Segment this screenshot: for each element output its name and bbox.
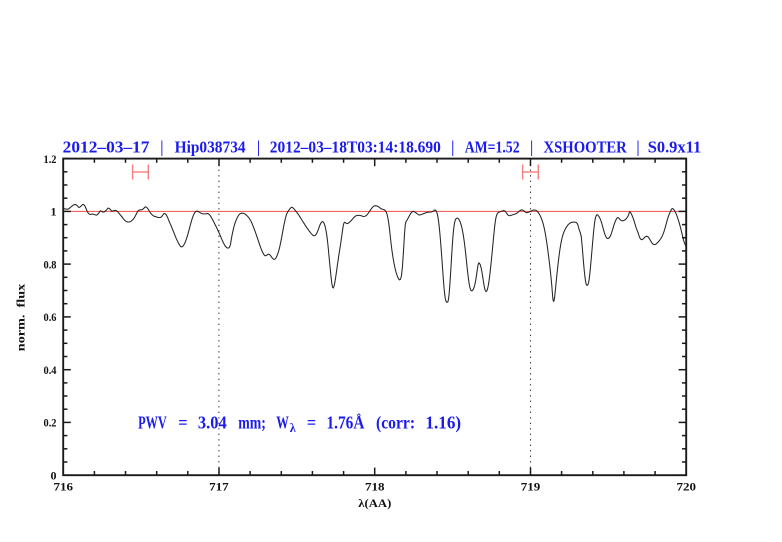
svg-text:|: | [637,138,640,157]
svg-text:XSHOOTER: XSHOOTER [544,138,628,157]
svg-text:2012–03–18T03:14:18.690: 2012–03–18T03:14:18.690 [270,138,441,157]
svg-text:=: = [178,412,187,432]
svg-text:PWV: PWV [138,412,167,432]
svg-text:W: W [276,412,289,432]
svg-text:=: = [307,412,316,432]
svg-text:0.6: 0.6 [44,310,57,324]
svg-text:AM=1.52: AM=1.52 [465,138,520,157]
svg-text:1.76Å: 1.76Å [327,412,365,432]
svg-text:norm. flux: norm. flux [15,283,27,351]
svg-text:716: 716 [54,479,74,493]
svg-text:2012–03–17: 2012–03–17 [63,138,150,157]
svg-text:0.4: 0.4 [44,363,57,377]
svg-text:Hip038734: Hip038734 [175,138,246,157]
svg-text:0.2: 0.2 [44,416,57,430]
svg-text:720: 720 [677,479,697,493]
svg-text:λ: λ [290,421,297,435]
svg-text:0.8: 0.8 [44,257,57,271]
svg-text:|: | [160,138,163,157]
svg-text:mm;: mm; [238,412,266,432]
svg-text:S0.9x11: S0.9x11 [648,138,702,157]
svg-text:1.2: 1.2 [44,152,57,166]
svg-text:|: | [530,138,533,157]
svg-text:λ(AA): λ(AA) [358,496,391,510]
svg-text:1: 1 [51,205,57,219]
svg-text:718: 718 [365,479,385,493]
svg-text:1.16): 1.16) [425,412,461,432]
svg-text:|: | [451,138,454,157]
svg-text:0: 0 [51,468,57,482]
svg-text:(corr:: (corr: [376,412,415,432]
svg-text:717: 717 [209,479,229,493]
svg-text:719: 719 [521,479,541,493]
svg-text:3.04: 3.04 [198,412,227,432]
svg-text:|: | [257,138,260,157]
